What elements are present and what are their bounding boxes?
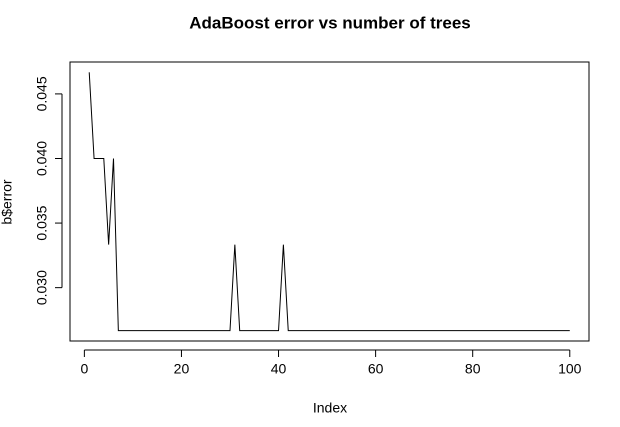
x-axis-label: Index <box>313 400 347 416</box>
x-tick-label: 40 <box>271 361 287 377</box>
y-tick-label: 0.035 <box>34 205 50 240</box>
chart-title: AdaBoost error vs number of trees <box>189 13 471 32</box>
x-tick-label: 0 <box>80 361 88 377</box>
x-tick-label: 100 <box>558 361 582 377</box>
x-tick-label: 80 <box>465 361 481 377</box>
x-tick-label: 60 <box>368 361 384 377</box>
y-axis-label: b$error <box>0 179 15 224</box>
series-line <box>88 72 570 332</box>
y-tick-label: 0.030 <box>34 270 50 305</box>
y-tick-label: 0.045 <box>34 76 50 111</box>
x-tick-label: 20 <box>174 361 190 377</box>
y-tick-label: 0.040 <box>34 141 50 176</box>
plot-box <box>69 61 590 342</box>
